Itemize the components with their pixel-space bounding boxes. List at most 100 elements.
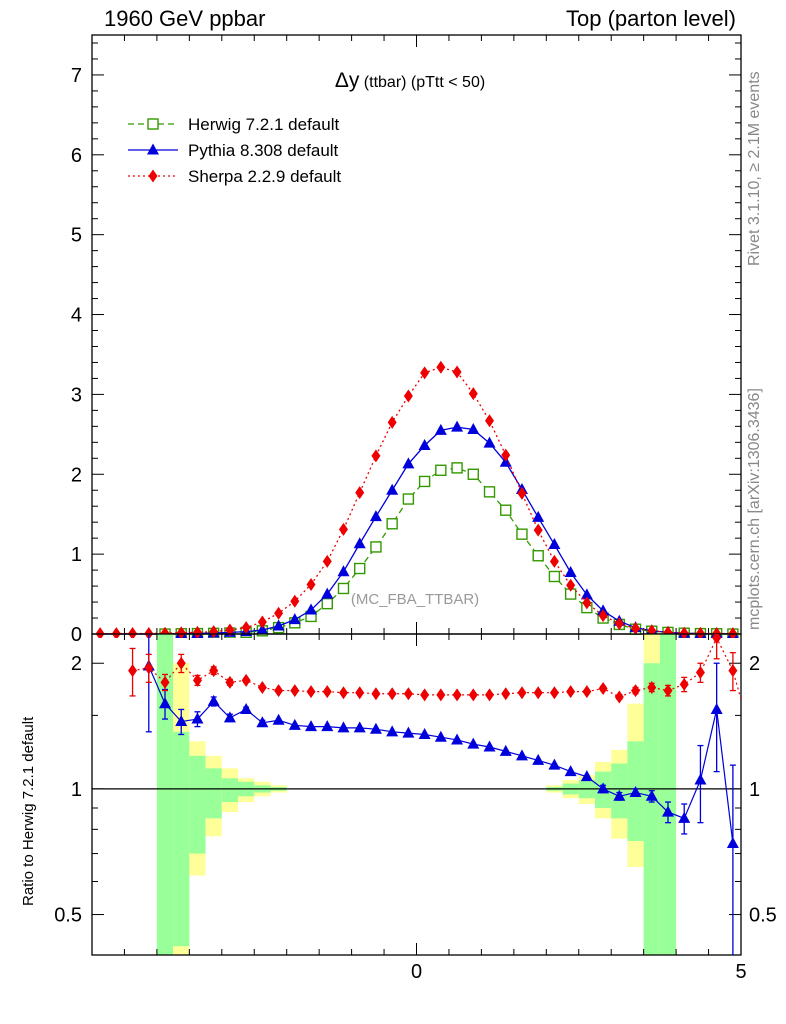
pythia-ratio-point <box>191 712 204 724</box>
sherpa-ratio-point <box>468 688 478 702</box>
ratio-y-tick-label-right: 2 <box>749 653 760 675</box>
sherpa-ratio-point <box>176 656 186 670</box>
pythia-line <box>100 426 733 635</box>
sherpa-point <box>241 621 251 635</box>
pythia-ratio-point <box>694 773 707 785</box>
sherpa-point <box>209 625 219 638</box>
herwig-point <box>337 582 350 595</box>
band-green-bin <box>156 634 174 955</box>
pythia-ratio-point <box>580 770 593 782</box>
main-y-tick-label: 4 <box>71 305 82 327</box>
pythia-ratio-point <box>597 782 610 794</box>
ratio-y-tick-label-right: 1 <box>749 779 760 801</box>
herwig-line <box>100 467 733 635</box>
pythia-ratio-point <box>386 725 399 737</box>
sherpa-series <box>95 360 738 638</box>
ratio-y-tick-label-left: 0.5 <box>54 905 82 927</box>
pythia-point <box>256 623 269 635</box>
pythia-ratio-point <box>629 786 642 798</box>
sherpa-ratio-point <box>160 675 170 689</box>
pythia-ratio-point <box>305 720 318 732</box>
sherpa-point <box>371 449 381 463</box>
legend-label-sherpa: Sherpa 2.2.9 default <box>188 167 341 186</box>
herwig-point <box>516 528 528 540</box>
analysis-watermark: (MC_FBA_TTBAR) <box>351 591 479 608</box>
pythia-point <box>564 566 577 578</box>
pythia-ratio-point <box>564 765 577 777</box>
sherpa-ratio-series <box>128 634 754 734</box>
sherpa-ratio-point <box>371 687 381 701</box>
pythia-point <box>369 510 382 522</box>
ratio-series-area <box>128 634 754 955</box>
legend-marker-pythia <box>147 143 159 155</box>
pythia-point <box>353 537 366 549</box>
sherpa-ratio-point <box>745 721 754 734</box>
herwig-point <box>321 597 333 610</box>
legend-label-herwig: Herwig 7.2.1 default <box>188 115 339 134</box>
pythia-point <box>451 420 464 432</box>
herwig-point <box>402 493 415 505</box>
sherpa-point <box>679 626 689 638</box>
sherpa-point <box>225 623 235 637</box>
sherpa-ratio-point <box>566 685 576 699</box>
pythia-ratio-point <box>467 737 480 749</box>
herwig-point <box>467 468 479 480</box>
pythia-ratio-point <box>353 721 366 733</box>
plot-title-symbol: Δy <box>335 69 360 92</box>
plot-title-rest: (ttbar) (pTtt < 50) <box>359 74 485 91</box>
herwig-point <box>500 504 512 516</box>
pythia-ratio-point <box>240 702 253 714</box>
sherpa-point <box>631 621 641 635</box>
header-process-label: Top (parton level) <box>566 6 736 31</box>
mcplots-credit-label: mcplots.cern.ch [arXiv:1306.3436] <box>746 388 763 630</box>
sherpa-ratio-point <box>420 688 430 702</box>
sherpa-ratio-point <box>549 686 559 700</box>
pythia-point <box>418 439 431 451</box>
pythia-ratio-point <box>256 716 269 728</box>
plot-title: Δy (ttbar) (pTtt < 50) <box>335 69 485 92</box>
pythia-ratio-point <box>451 733 464 745</box>
sherpa-point <box>695 626 705 638</box>
sherpa-ratio-point <box>728 664 738 678</box>
pythia-ratio-point <box>369 722 382 734</box>
pythia-ratio-point <box>321 720 334 732</box>
herwig-series <box>100 462 739 638</box>
pythia-ratio-point <box>499 744 512 756</box>
sherpa-point <box>485 414 495 428</box>
sherpa-ratio-point <box>582 685 592 699</box>
sherpa-point <box>501 448 511 462</box>
sherpa-ratio-point <box>647 680 657 694</box>
sherpa-ratio-line <box>132 636 741 702</box>
sherpa-point <box>614 617 624 631</box>
pythia-point <box>434 423 447 435</box>
pythia-ratio-point <box>515 749 528 761</box>
sherpa-point <box>517 486 527 500</box>
herwig-point <box>532 550 544 562</box>
sherpa-point <box>728 627 738 638</box>
sherpa-ratio-point <box>436 688 446 702</box>
legend: Herwig 7.2.1 default Pythia 8.308 default… <box>128 115 341 186</box>
sherpa-ratio-point <box>533 686 543 700</box>
sherpa-ratio-point <box>257 680 267 694</box>
herwig-point <box>354 562 366 575</box>
sherpa-point <box>290 594 300 608</box>
main-y-tick-label: 1 <box>71 544 82 566</box>
sherpa-point <box>436 360 446 374</box>
sherpa-point <box>387 415 397 429</box>
ratio-x-tick-label: 5 <box>735 961 746 983</box>
pythia-ratio-point <box>548 758 561 770</box>
sherpa-point <box>533 523 543 537</box>
sherpa-line <box>100 366 733 635</box>
sherpa-point <box>468 387 478 401</box>
pythia-ratio-point <box>678 811 691 823</box>
sherpa-ratio-point <box>387 687 397 701</box>
pythia-point <box>548 538 561 550</box>
pythia-point <box>272 619 285 631</box>
pythia-ratio-point <box>483 740 496 752</box>
sherpa-ratio-point <box>695 666 705 680</box>
pythia-point <box>321 587 334 599</box>
pythia-point <box>483 436 496 448</box>
sherpa-point <box>144 626 154 638</box>
herwig-point <box>370 541 382 553</box>
pythia-ratio-point <box>418 727 431 739</box>
